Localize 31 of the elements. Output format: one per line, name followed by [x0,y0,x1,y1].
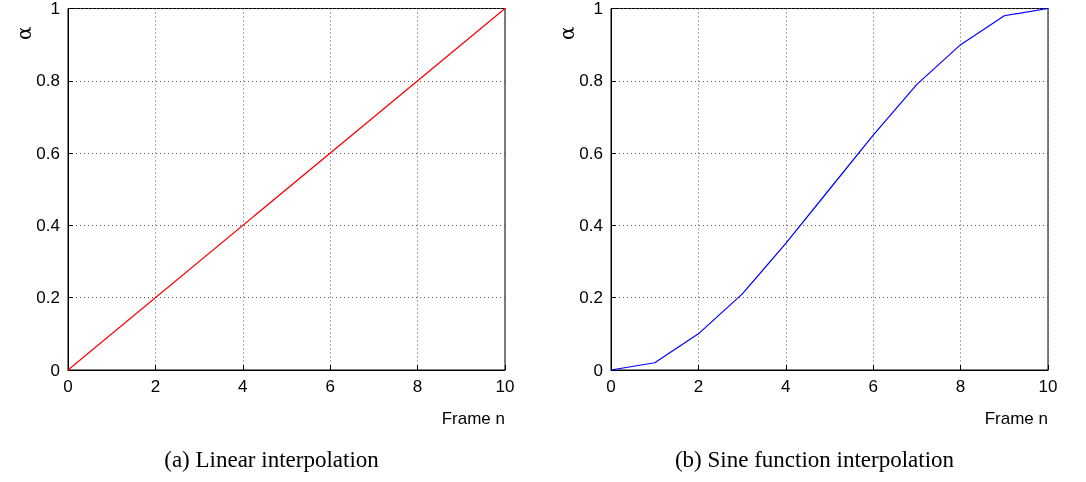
x-axis-title: Frame n [441,409,505,428]
x-axis-title: Frame n [984,409,1048,428]
text: (a) Linear interpolation [164,447,380,472]
x-tick-label: 6 [325,377,335,396]
y-tick-label: 0.4 [579,215,603,235]
y-tick-label: 0.8 [579,71,603,91]
x-tick-label: 6 [868,377,878,396]
y-tick-label: 0.2 [36,288,60,308]
x-tick-label: 10 [1038,377,1058,396]
y-axis-title: α [555,26,579,41]
y-tick-label: 0 [50,360,60,380]
y-tick-label: 0.4 [36,215,60,235]
x-tick-label: 0 [606,377,616,396]
y-tick-label: 0.8 [36,71,60,91]
x-tick-label: 8 [955,377,966,396]
x-tick-label: 0 [63,377,73,396]
y-axis-title: α [12,26,36,41]
y-tick-label: 0.6 [36,143,60,163]
y-tick-label: 1 [50,0,60,18]
y-tick-label: 0.6 [579,143,603,163]
y-tick-label: 0 [593,360,603,380]
x-tick-label: 4 [238,377,248,396]
x-tick-label: 10 [495,377,515,396]
y-tick-label: 1 [593,0,603,18]
line-series [610,7,1049,371]
x-tick-label: 2 [150,377,161,396]
x-tick-label: 2 [693,377,704,396]
text: (b) Sine function interpolation [674,447,955,472]
y-tick-label: 0.2 [579,288,603,308]
x-tick-label: 4 [781,377,791,396]
x-tick-label: 8 [412,377,423,396]
